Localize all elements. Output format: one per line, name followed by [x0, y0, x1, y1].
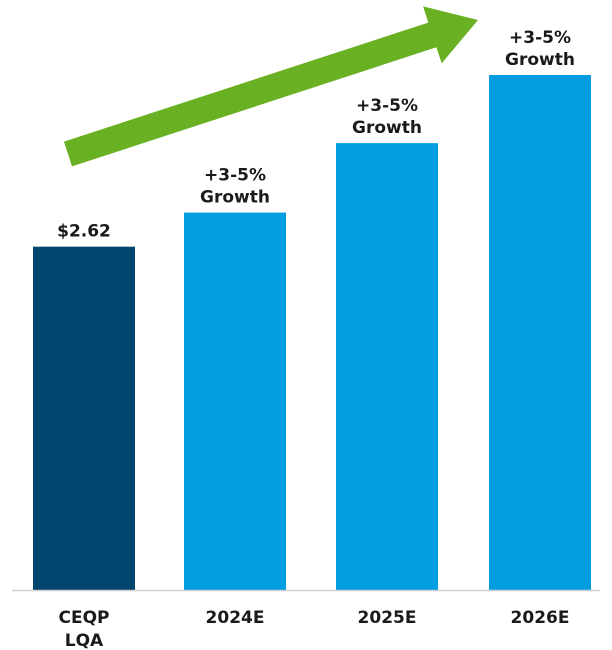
bar-3 [489, 75, 591, 590]
bar-0 [33, 246, 135, 590]
category-label-0: CEQP LQA [59, 608, 110, 650]
bar-data-label-3: +3-5% Growth [505, 28, 575, 70]
bar-2 [336, 143, 438, 590]
bar-data-label-1: +3-5% Growth [200, 166, 270, 208]
bar-data-label-2: +3-5% Growth [352, 96, 422, 138]
growth-arrow-icon [64, 6, 478, 167]
category-label-2: 2025E [358, 608, 417, 628]
bar-data-label-0: $2.62 [57, 222, 111, 242]
bar-1 [184, 212, 286, 591]
category-label-1: 2024E [206, 608, 265, 628]
category-label-3: 2026E [511, 608, 570, 628]
